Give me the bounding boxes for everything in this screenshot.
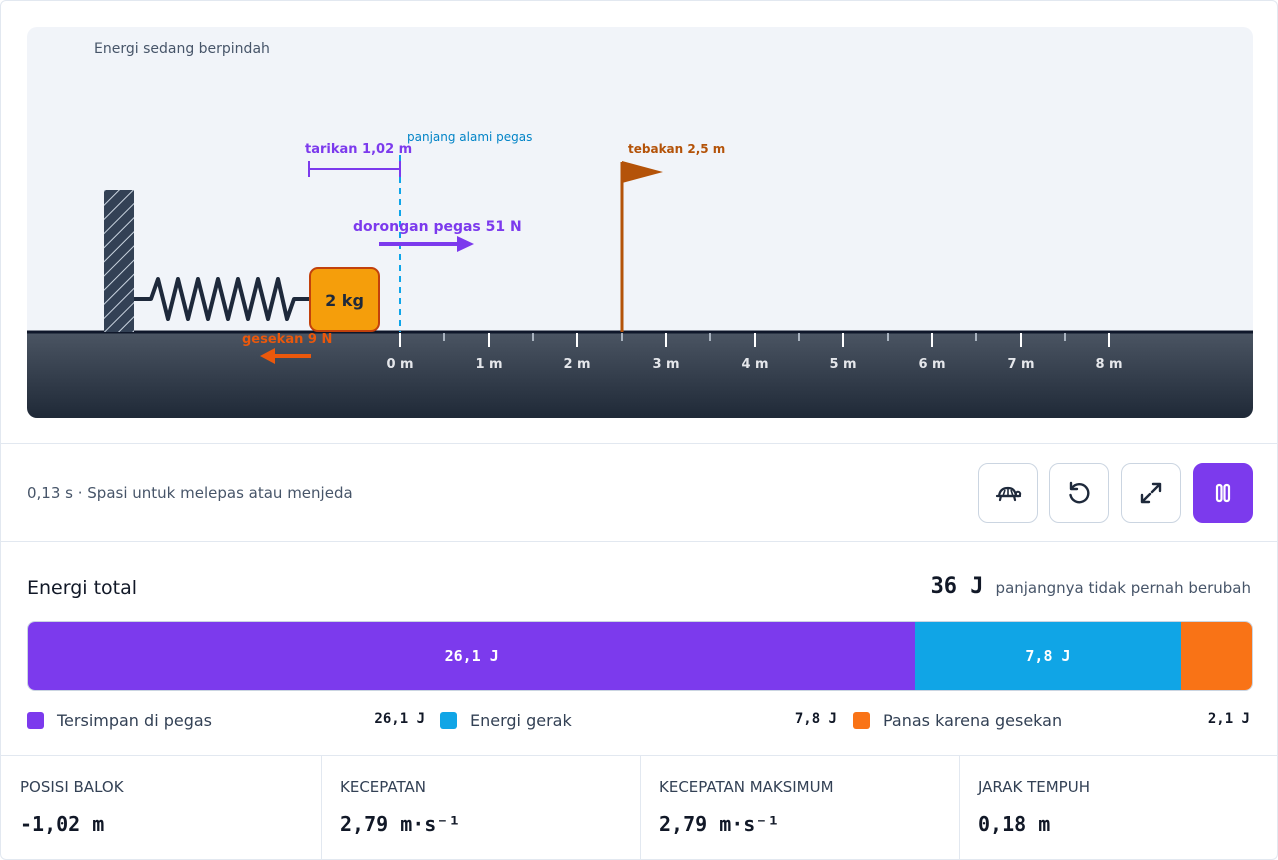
divider [1,755,1278,756]
simulation-canvas: 0 m 1 m 2 m 3 m 4 m 5 m 6 m 7 m 8 m panj… [27,130,1253,418]
friction-arrow-head [260,348,275,364]
stat-label: KECEPATAN [340,778,426,796]
ruler-tick-label: 2 m [563,357,590,372]
pause-icon [1215,483,1231,503]
legend-label: Panas karena gesekan [883,710,1063,730]
legend-label: Energi gerak [470,710,572,730]
ruler-tick-label: 8 m [1095,357,1122,372]
legend-swatch [440,711,457,729]
energy-title: Energi total [27,577,138,599]
energy-segment-kinetic: 7,8 J [915,622,1181,690]
spring-force-arrow-head [457,236,474,252]
pause-button[interactable] [1193,463,1253,523]
energy-total: 36 J panjangnya tidak pernah berubah [931,574,1251,599]
natural-length-label: panjang alami pegas [407,130,532,144]
turtle-icon [995,486,1022,502]
stat-label: POSISI BALOK [20,778,124,796]
stat-divider [959,756,960,860]
legend-item-spring: Tersimpan di pegas [27,708,212,732]
reset-button[interactable] [1049,463,1109,523]
ruler-tick-label: 6 m [918,357,945,372]
legend-value: 2,1 J [1207,711,1250,727]
divider [1,443,1278,444]
legend-swatch [853,711,870,729]
ruler-tick-label: 0 m [386,357,413,372]
expand-icon [1140,482,1162,504]
guess-flag-label: tebakan 2,5 m [628,142,725,156]
stat-label: JARAK TEMPUH [978,778,1090,796]
energy-segment-heat [1180,622,1252,690]
stat-value: 2,79 m·s⁻¹ [340,812,461,836]
stat-block-position: POSISI BALOK -1,02 m [1,756,321,860]
legend-value: 7,8 J [794,711,837,727]
friction-label: gesekan 9 N [242,332,332,347]
stat-label: KECEPATAN MAKSIMUM [659,778,834,796]
energy-bar: 26,1 J 7,8 J [27,621,1253,691]
stat-divider [640,756,641,860]
block-label: 2 kg [325,291,364,310]
ruler-tick-label: 3 m [652,357,679,372]
energy-total-value: 36 J [930,574,984,599]
block[interactable] [309,267,380,332]
legend-swatch [27,711,44,729]
stage-caption: Energi sedang berpindah [94,41,270,57]
divider [1,541,1278,542]
stat-value: 0,18 m [978,812,1051,836]
stat-value: 2,79 m·s⁻¹ [659,812,780,836]
fullscreen-button[interactable] [1121,463,1181,523]
legend-item-kinetic: Energi gerak [440,708,572,732]
slow-motion-button[interactable] [978,463,1038,523]
legend-item-heat: Panas karena gesekan [853,708,1062,732]
stretch-label: tarikan 1,02 m [305,142,412,157]
stat-max-velocity: KECEPATAN MAKSIMUM 2,79 m·s⁻¹ [640,756,959,860]
ruler-tick-label: 7 m [1007,357,1034,372]
ruler-tick-label: 5 m [829,357,856,372]
ruler-tick-label: 4 m [741,357,768,372]
legend-label: Tersimpan di pegas [57,710,213,730]
spring-force-label: dorongan pegas 51 N [353,219,522,235]
ruler: 0 m 1 m 2 m 3 m 4 m 5 m 6 m 7 m 8 m [386,333,1123,372]
simulation-stage: 0 m 1 m 2 m 3 m 4 m 5 m 6 m 7 m 8 m panj… [27,27,1253,418]
reset-icon [1069,481,1090,504]
status-text: 0,13 s · Spasi untuk melepas atau menjed… [27,484,353,502]
wall [104,190,134,332]
stat-distance: JARAK TEMPUH 0,18 m [959,756,1278,860]
energy-segment-spring: 26,1 J [28,622,916,690]
energy-total-note: panjangnya tidak pernah berubah [995,579,1251,597]
ground [27,332,1253,418]
spring [134,277,310,321]
stat-divider [321,756,322,860]
ruler-tick-label: 1 m [475,357,502,372]
legend-value: 26,1 J [374,711,425,727]
stat-value: -1,02 m [20,812,105,836]
stat-velocity: KECEPATAN 2,79 m·s⁻¹ [321,756,640,860]
guess-flag[interactable] [622,161,663,183]
